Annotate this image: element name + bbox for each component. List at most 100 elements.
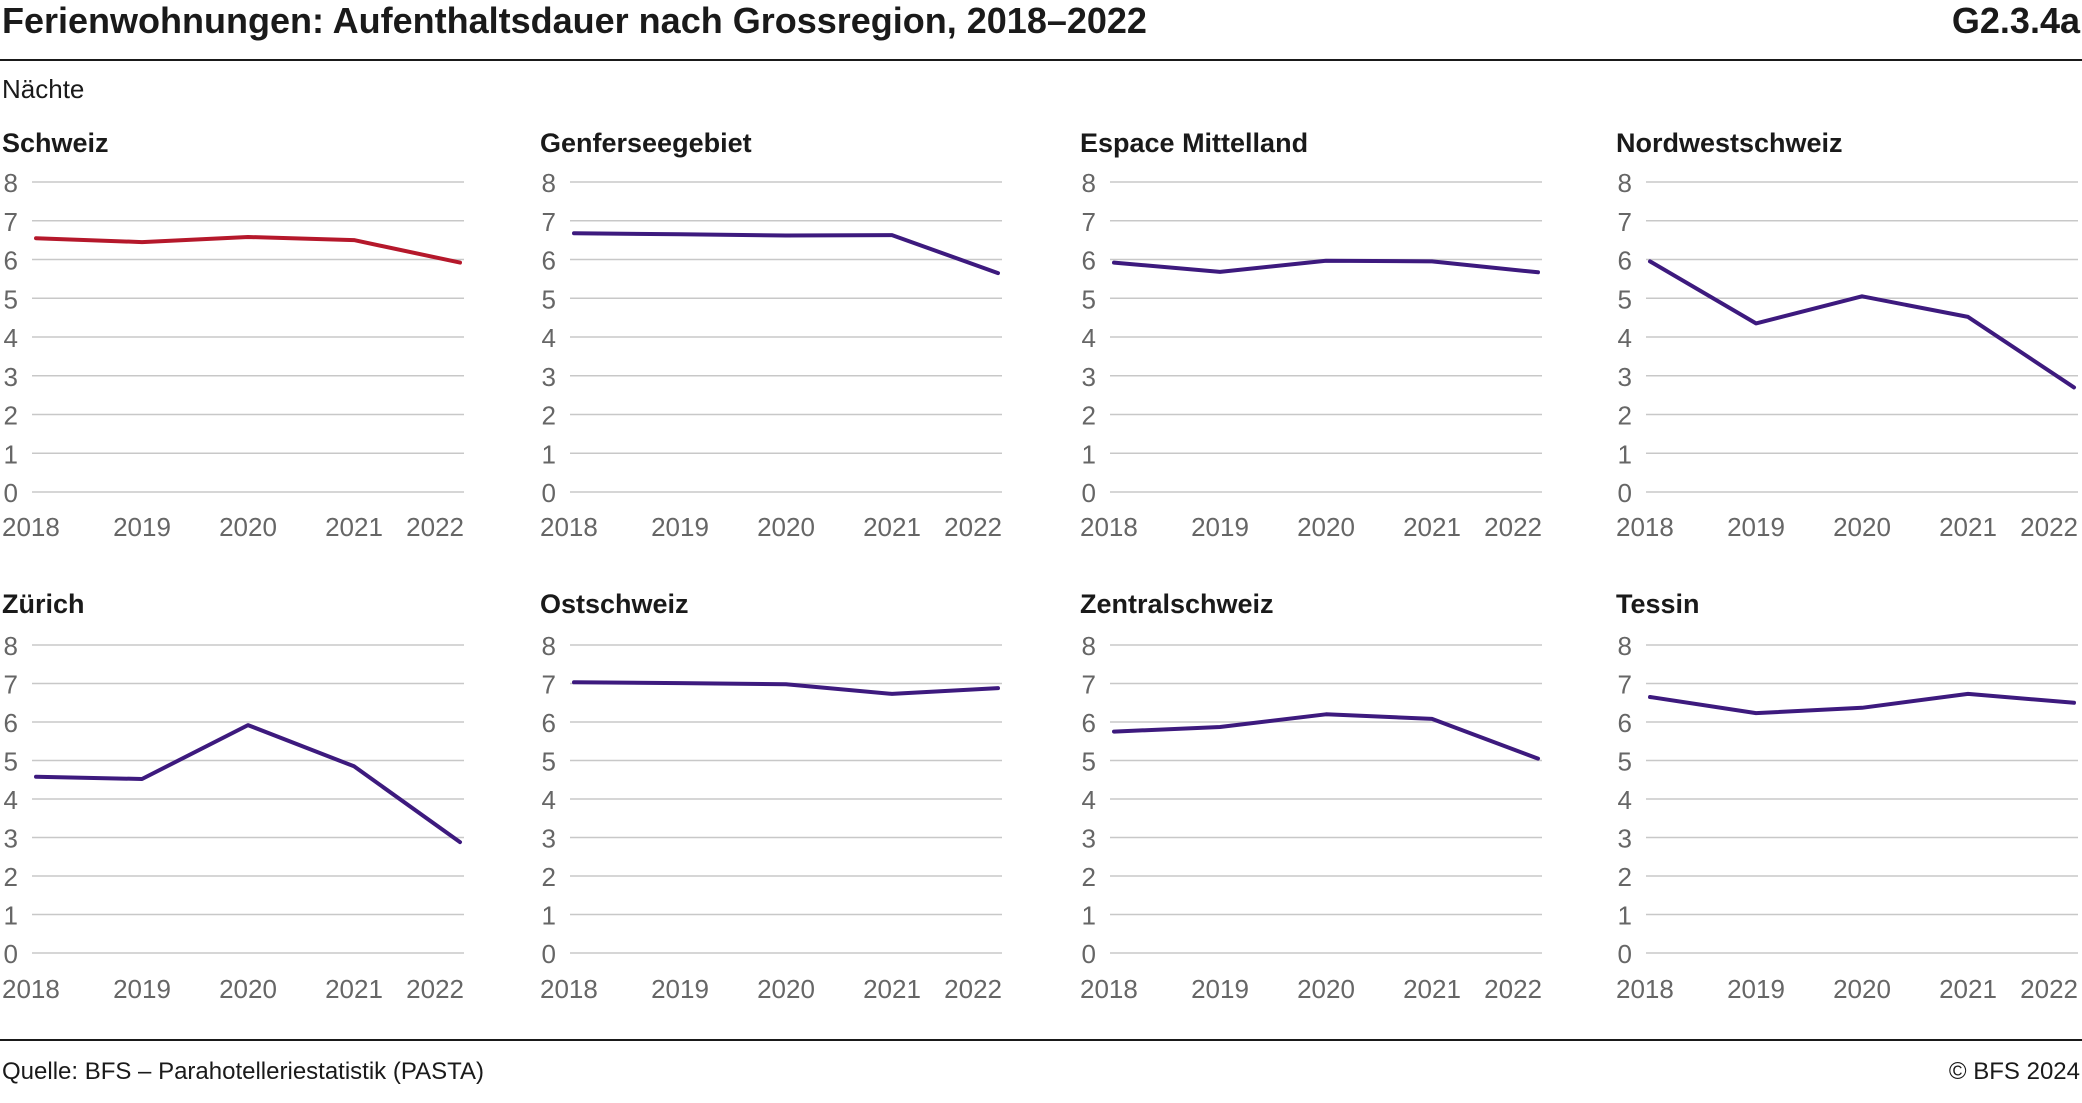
x-tick-tessin-2021: 2021 — [1939, 974, 1997, 1004]
panel-title-nordwestschweiz: Nordwestschweiz — [1616, 128, 1843, 158]
y-tick-zentralschweiz-3: 3 — [1082, 824, 1096, 854]
x-tick-zurich-2020: 2020 — [219, 974, 277, 1004]
copyright-note: © BFS 2024 — [1948, 1058, 2080, 1085]
x-tick-espace-mittelland-2021: 2021 — [1403, 512, 1461, 542]
x-tick-zentralschweiz-2020: 2020 — [1297, 974, 1355, 1004]
y-tick-tessin-4: 4 — [1618, 785, 1632, 815]
y-tick-ostschweiz-8: 8 — [542, 631, 556, 661]
x-tick-nordwestschweiz-2021: 2021 — [1939, 512, 1997, 542]
y-tick-espace-mittelland-8: 8 — [1082, 168, 1096, 198]
x-tick-tessin-2018: 2018 — [1616, 974, 1674, 1004]
x-tick-zentralschweiz-2019: 2019 — [1191, 974, 1249, 1004]
x-tick-genferseegebiet-2019: 2019 — [651, 512, 709, 542]
unit-label: Nächte — [2, 74, 85, 104]
y-tick-genferseegebiet-3: 3 — [542, 362, 556, 392]
y-tick-ostschweiz-7: 7 — [542, 670, 556, 700]
y-tick-ostschweiz-0: 0 — [542, 939, 556, 969]
y-tick-genferseegebiet-5: 5 — [542, 284, 556, 314]
y-tick-zentralschweiz-8: 8 — [1082, 631, 1096, 661]
y-tick-zurich-2: 2 — [4, 862, 18, 892]
y-tick-tessin-5: 5 — [1618, 747, 1632, 777]
x-tick-zurich-2021: 2021 — [325, 974, 383, 1004]
x-tick-zentralschweiz-2022: 2022 — [1484, 974, 1542, 1004]
y-tick-espace-mittelland-0: 0 — [1082, 478, 1096, 508]
x-tick-espace-mittelland-2022: 2022 — [1484, 512, 1542, 542]
x-tick-nordwestschweiz-2022: 2022 — [2020, 512, 2078, 542]
y-tick-genferseegebiet-6: 6 — [542, 246, 556, 276]
y-tick-schweiz-7: 7 — [4, 207, 18, 237]
x-tick-genferseegebiet-2018: 2018 — [540, 512, 598, 542]
y-tick-schweiz-5: 5 — [4, 284, 18, 314]
y-tick-zurich-0: 0 — [4, 939, 18, 969]
source-note: Quelle: BFS – Parahotelleriestatistik (P… — [2, 1058, 484, 1085]
x-tick-nordwestschweiz-2020: 2020 — [1833, 512, 1891, 542]
y-tick-nordwestschweiz-1: 1 — [1618, 439, 1632, 469]
y-tick-nordwestschweiz-2: 2 — [1618, 401, 1632, 431]
y-tick-nordwestschweiz-4: 4 — [1618, 323, 1632, 353]
series-line-ostschweiz — [572, 680, 1000, 696]
y-tick-zurich-1: 1 — [4, 901, 18, 931]
x-tick-schweiz-2018: 2018 — [2, 512, 60, 542]
x-tick-tessin-2019: 2019 — [1727, 974, 1785, 1004]
y-tick-espace-mittelland-3: 3 — [1082, 362, 1096, 392]
y-tick-ostschweiz-2: 2 — [542, 862, 556, 892]
y-tick-espace-mittelland-1: 1 — [1082, 439, 1096, 469]
x-tick-espace-mittelland-2018: 2018 — [1080, 512, 1138, 542]
x-tick-genferseegebiet-2022: 2022 — [944, 512, 1002, 542]
panel-title-zentralschweiz: Zentralschweiz — [1080, 589, 1274, 619]
y-tick-nordwestschweiz-3: 3 — [1618, 362, 1632, 392]
y-tick-zurich-4: 4 — [4, 785, 18, 815]
y-tick-genferseegebiet-7: 7 — [542, 207, 556, 237]
y-tick-zentralschweiz-6: 6 — [1082, 708, 1096, 738]
x-tick-zurich-2018: 2018 — [2, 974, 60, 1004]
x-tick-schweiz-2020: 2020 — [219, 512, 277, 542]
y-tick-zentralschweiz-7: 7 — [1082, 670, 1096, 700]
y-tick-ostschweiz-6: 6 — [542, 708, 556, 738]
y-tick-nordwestschweiz-0: 0 — [1618, 478, 1632, 508]
y-tick-nordwestschweiz-5: 5 — [1618, 284, 1632, 314]
y-tick-zurich-6: 6 — [4, 708, 18, 738]
y-tick-schweiz-4: 4 — [4, 323, 18, 353]
x-tick-zentralschweiz-2018: 2018 — [1080, 974, 1138, 1004]
y-tick-schweiz-2: 2 — [4, 401, 18, 431]
x-tick-tessin-2020: 2020 — [1833, 974, 1891, 1004]
panel-title-espace-mittelland: Espace Mittelland — [1080, 128, 1308, 158]
y-tick-espace-mittelland-5: 5 — [1082, 284, 1096, 314]
x-tick-ostschweiz-2022: 2022 — [944, 974, 1002, 1004]
y-tick-tessin-7: 7 — [1618, 670, 1632, 700]
y-tick-zentralschweiz-1: 1 — [1082, 901, 1096, 931]
series-line-zentralschweiz — [1112, 712, 1540, 761]
y-tick-genferseegebiet-8: 8 — [542, 168, 556, 198]
y-tick-zurich-5: 5 — [4, 747, 18, 777]
y-tick-schweiz-6: 6 — [4, 246, 18, 276]
panel-title-ostschweiz: Ostschweiz — [540, 589, 689, 619]
y-tick-zentralschweiz-5: 5 — [1082, 747, 1096, 777]
x-tick-zurich-2022: 2022 — [406, 974, 464, 1004]
y-tick-ostschweiz-4: 4 — [542, 785, 556, 815]
x-tick-ostschweiz-2018: 2018 — [540, 974, 598, 1004]
y-tick-genferseegebiet-1: 1 — [542, 439, 556, 469]
x-tick-zurich-2019: 2019 — [113, 974, 171, 1004]
top-divider — [0, 59, 2082, 61]
y-tick-espace-mittelland-4: 4 — [1082, 323, 1096, 353]
x-tick-schweiz-2022: 2022 — [406, 512, 464, 542]
series-line-zurich — [34, 723, 462, 845]
y-tick-schweiz-8: 8 — [4, 168, 18, 198]
y-tick-zentralschweiz-0: 0 — [1082, 939, 1096, 969]
panel-title-schweiz: Schweiz — [2, 128, 109, 158]
y-tick-espace-mittelland-2: 2 — [1082, 401, 1096, 431]
y-tick-ostschweiz-1: 1 — [542, 901, 556, 931]
y-tick-zentralschweiz-2: 2 — [1082, 862, 1096, 892]
panel-title-genferseegebiet: Genferseegebiet — [540, 128, 752, 158]
series-line-tessin — [1648, 691, 2076, 716]
y-tick-genferseegebiet-0: 0 — [542, 478, 556, 508]
x-tick-zentralschweiz-2021: 2021 — [1403, 974, 1461, 1004]
x-tick-ostschweiz-2019: 2019 — [651, 974, 709, 1004]
chart-code: G2.3.4a — [1951, 0, 2080, 41]
y-tick-zurich-8: 8 — [4, 631, 18, 661]
y-tick-genferseegebiet-4: 4 — [542, 323, 556, 353]
y-tick-nordwestschweiz-7: 7 — [1618, 207, 1632, 237]
y-tick-tessin-1: 1 — [1618, 901, 1632, 931]
y-tick-ostschweiz-5: 5 — [542, 747, 556, 777]
y-tick-tessin-8: 8 — [1618, 631, 1632, 661]
